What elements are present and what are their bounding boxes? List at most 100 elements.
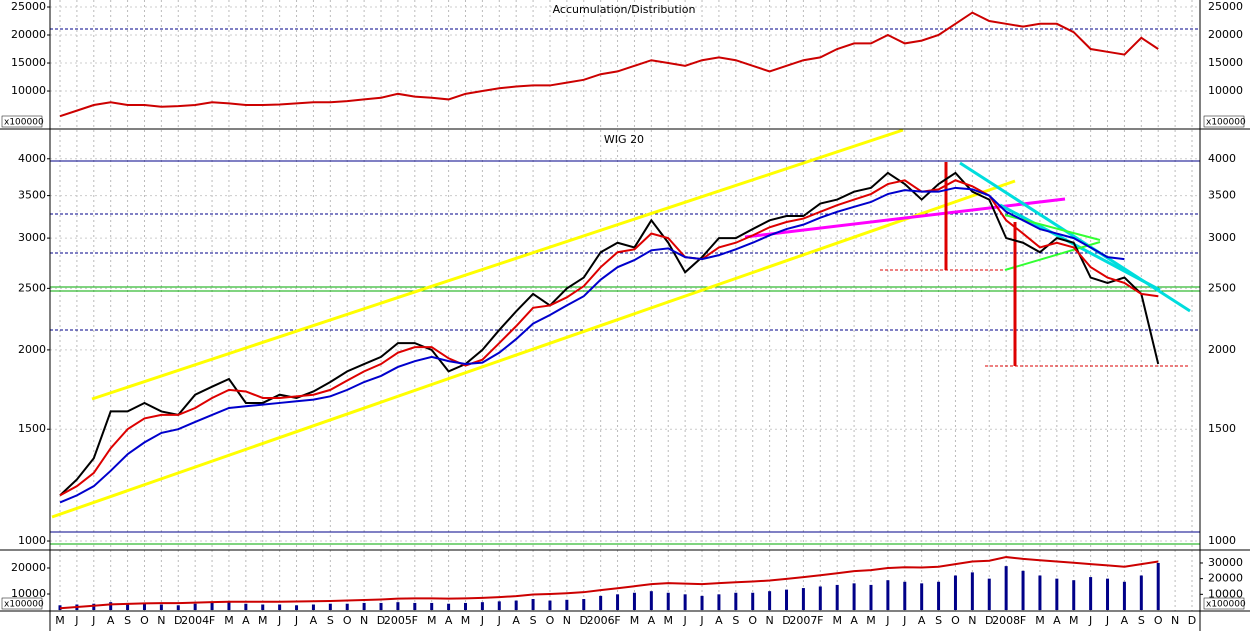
x-tick-label: 2004 [181,614,209,627]
volume-bar [109,602,113,610]
x-tick-label: M [427,614,437,627]
y-tick-label: 20000 [1208,28,1243,41]
y2-tick-label: 10000 [1208,587,1243,600]
volume-bar [126,602,130,610]
y-tick-label: 1500 [1208,422,1236,435]
y-tick-label: 4000 [18,152,46,165]
volume-bar [751,592,755,610]
volume-bar [565,599,569,610]
y-tick-label: 25000 [1208,0,1243,13]
volume-bar [734,592,738,610]
y2-tick-label: 30000 [1208,556,1243,569]
y-tick-label: 2500 [18,281,46,294]
x-tick-label: A [648,614,656,627]
panel-title: Accumulation/Distribution [553,3,696,16]
x-tick-label: D [174,614,182,627]
x-tick-label: D [1188,614,1196,627]
x-tick-label: A [1121,614,1129,627]
x-tick-label: M [866,614,876,627]
x-tick-label: J [497,614,501,627]
x-tick-label: F [614,614,620,627]
x-tick-label: N [360,614,368,627]
x-tick-label: F [412,614,418,627]
x-tick-label: S [935,614,942,627]
volume-bar [295,605,299,610]
volume-bar [328,603,332,610]
volume-bar [785,589,789,610]
x-tick-label: J [1088,614,1092,627]
volume-bar [497,601,501,610]
y2-tick-label: 20000 [1208,572,1243,585]
x-tick-label: M [1035,614,1045,627]
volume-bar [1106,578,1110,610]
x-tick-label: O [546,614,555,627]
x-tick-label: J [885,614,889,627]
volume-bar [210,602,214,610]
unit-label: x100000 [1206,600,1246,610]
volume-bar [683,594,687,610]
x-tick-label: S [124,614,131,627]
series-line [59,171,1160,497]
volume-bar [632,592,636,610]
volume-bar [92,603,96,610]
volume-bar [345,603,349,610]
x-tick-label: J [683,614,687,627]
y-tick-label: 3000 [1208,231,1236,244]
x-tick-label: S [530,614,537,627]
y-tick-label: 1000 [18,534,46,547]
trend-line [91,128,904,401]
x-tick-label: M [258,614,268,627]
x-tick-label: 2007 [789,614,817,627]
x-tick-label: A [850,614,858,627]
y-tick-label: 20000 [11,28,46,41]
volume-bar [937,581,941,610]
x-tick-label: O [343,614,352,627]
volume-bar [311,604,315,610]
unit-box [1,597,43,610]
y-tick-label: 10000 [1208,84,1243,97]
x-tick-label: M [461,614,471,627]
volume-bar [717,594,721,610]
unit-box [1203,115,1245,128]
x-tick-label: N [968,614,976,627]
x-tick-label: J [294,614,298,627]
y-tick-label: 2500 [1208,281,1236,294]
volume-bar [987,578,991,610]
volume-bar [1072,580,1076,610]
series-line [59,179,1159,497]
volume-bar [599,595,603,610]
y-tick-label: 10000 [11,84,46,97]
volume-bar [278,604,282,610]
y-tick-label: 2000 [18,343,46,356]
x-tick-label: J [74,614,78,627]
x-tick-label: F [817,614,823,627]
y-tick-label: 4000 [1208,152,1236,165]
volume-bar [1055,578,1059,610]
y-tick-label: 3500 [18,189,46,202]
volume-bar [835,584,839,610]
trend-line [1004,241,1101,271]
volume-bar [768,591,772,610]
volume-bar [801,588,805,610]
trend-line [51,179,1016,519]
x-tick-label: M [832,614,842,627]
volume-bar [700,595,704,610]
volume-bar [1089,577,1093,610]
x-tick-label: J [902,614,906,627]
volume-bar [1021,570,1025,610]
volume-bar [176,605,180,610]
x-tick-label: S [1138,614,1145,627]
volume-bar [903,581,907,610]
unit-label: x100000 [4,118,44,128]
x-tick-label: J [480,614,484,627]
y-tick-label: 20000 [11,561,46,574]
overlay-lines [50,28,1200,545]
y-tick-label: 3500 [1208,189,1236,202]
y-tick-label: 25000 [11,0,46,13]
x-tick-label: M [663,614,673,627]
volume-bar [430,602,434,610]
volume-bar [869,584,873,610]
volume-bar [1139,575,1143,610]
x-tick-label: A [715,614,723,627]
